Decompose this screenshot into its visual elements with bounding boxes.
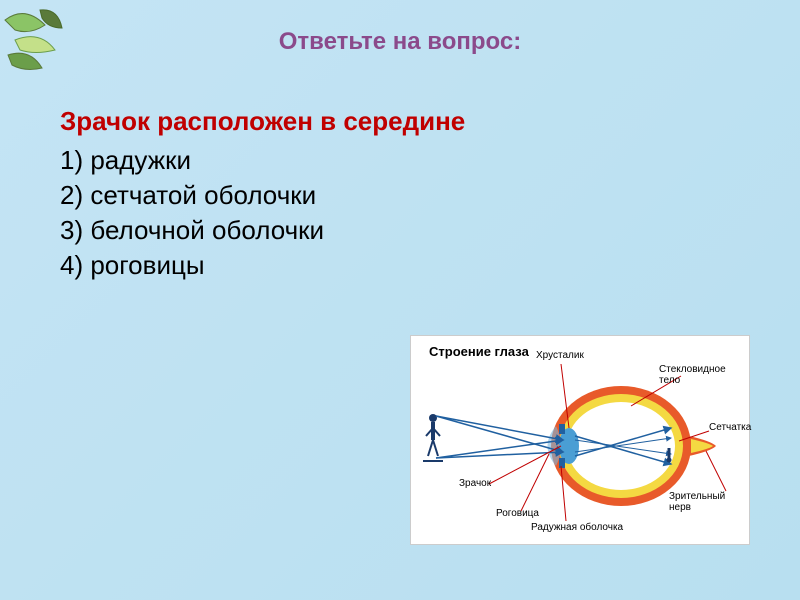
option-1: 1) радужки [60,145,740,176]
option-2: 2) сетчатой оболочки [60,180,740,211]
label-cornea: Роговица [496,508,539,519]
label-retina: Сетчатка [709,422,751,433]
label-lens: Хрусталик [536,350,584,361]
option-3: 3) белочной оболочки [60,215,740,246]
eye-diagram: Строение глаза [410,335,750,545]
label-pupil: Зрачок [459,478,491,489]
option-4: 4) роговицы [60,250,740,281]
corner-decoration [0,0,100,100]
label-vitreous: Стекловидное тело [659,364,749,386]
label-iris: Радужная оболочка [531,522,623,533]
label-optic-nerve: Зрительный нерв [669,491,749,513]
question-block: Зрачок расположен в середине 1) радужки … [0,56,800,281]
question-text: Зрачок расположен в середине [60,106,740,137]
slide-title: Ответьте на вопрос: [0,0,800,56]
